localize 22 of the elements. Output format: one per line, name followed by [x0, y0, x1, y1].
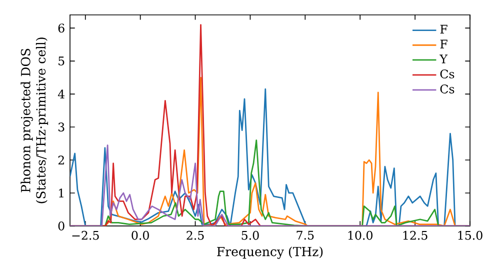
y-axis-title: Phonon projected DOS (States/THz·primitive cell) — [20, 38, 48, 204]
y-tick-label: 2 — [58, 156, 64, 164]
y-tick-label: 0 — [58, 222, 64, 230]
x-tick-label: 12.5 — [403, 230, 428, 240]
legend-label: F — [440, 40, 448, 48]
x-tick-label: 2.5 — [186, 230, 204, 240]
y-tick-label: 1 — [59, 188, 64, 198]
legend-label: Cs — [440, 70, 454, 78]
x-tick-label: 7.5 — [296, 230, 314, 240]
legend-label: Y — [440, 54, 448, 64]
x-tick-label: 0.0 — [132, 230, 149, 240]
y-tick-label: 5 — [58, 56, 64, 66]
legend-label: Cs — [440, 84, 454, 94]
x-tick-label: 15.0 — [458, 230, 482, 240]
x-tick-label: 10.0 — [348, 230, 372, 240]
x-tick-label: 5.0 — [242, 230, 259, 240]
y-tick-label: 4 — [58, 90, 65, 98]
y-tick-label: 6 — [58, 24, 64, 33]
legend-label: F — [440, 24, 448, 34]
y-tick-label: 3 — [58, 122, 64, 132]
x-tick-label: −2.5 — [72, 230, 99, 240]
x-axis-title: Frequency (THz) — [217, 246, 323, 259]
